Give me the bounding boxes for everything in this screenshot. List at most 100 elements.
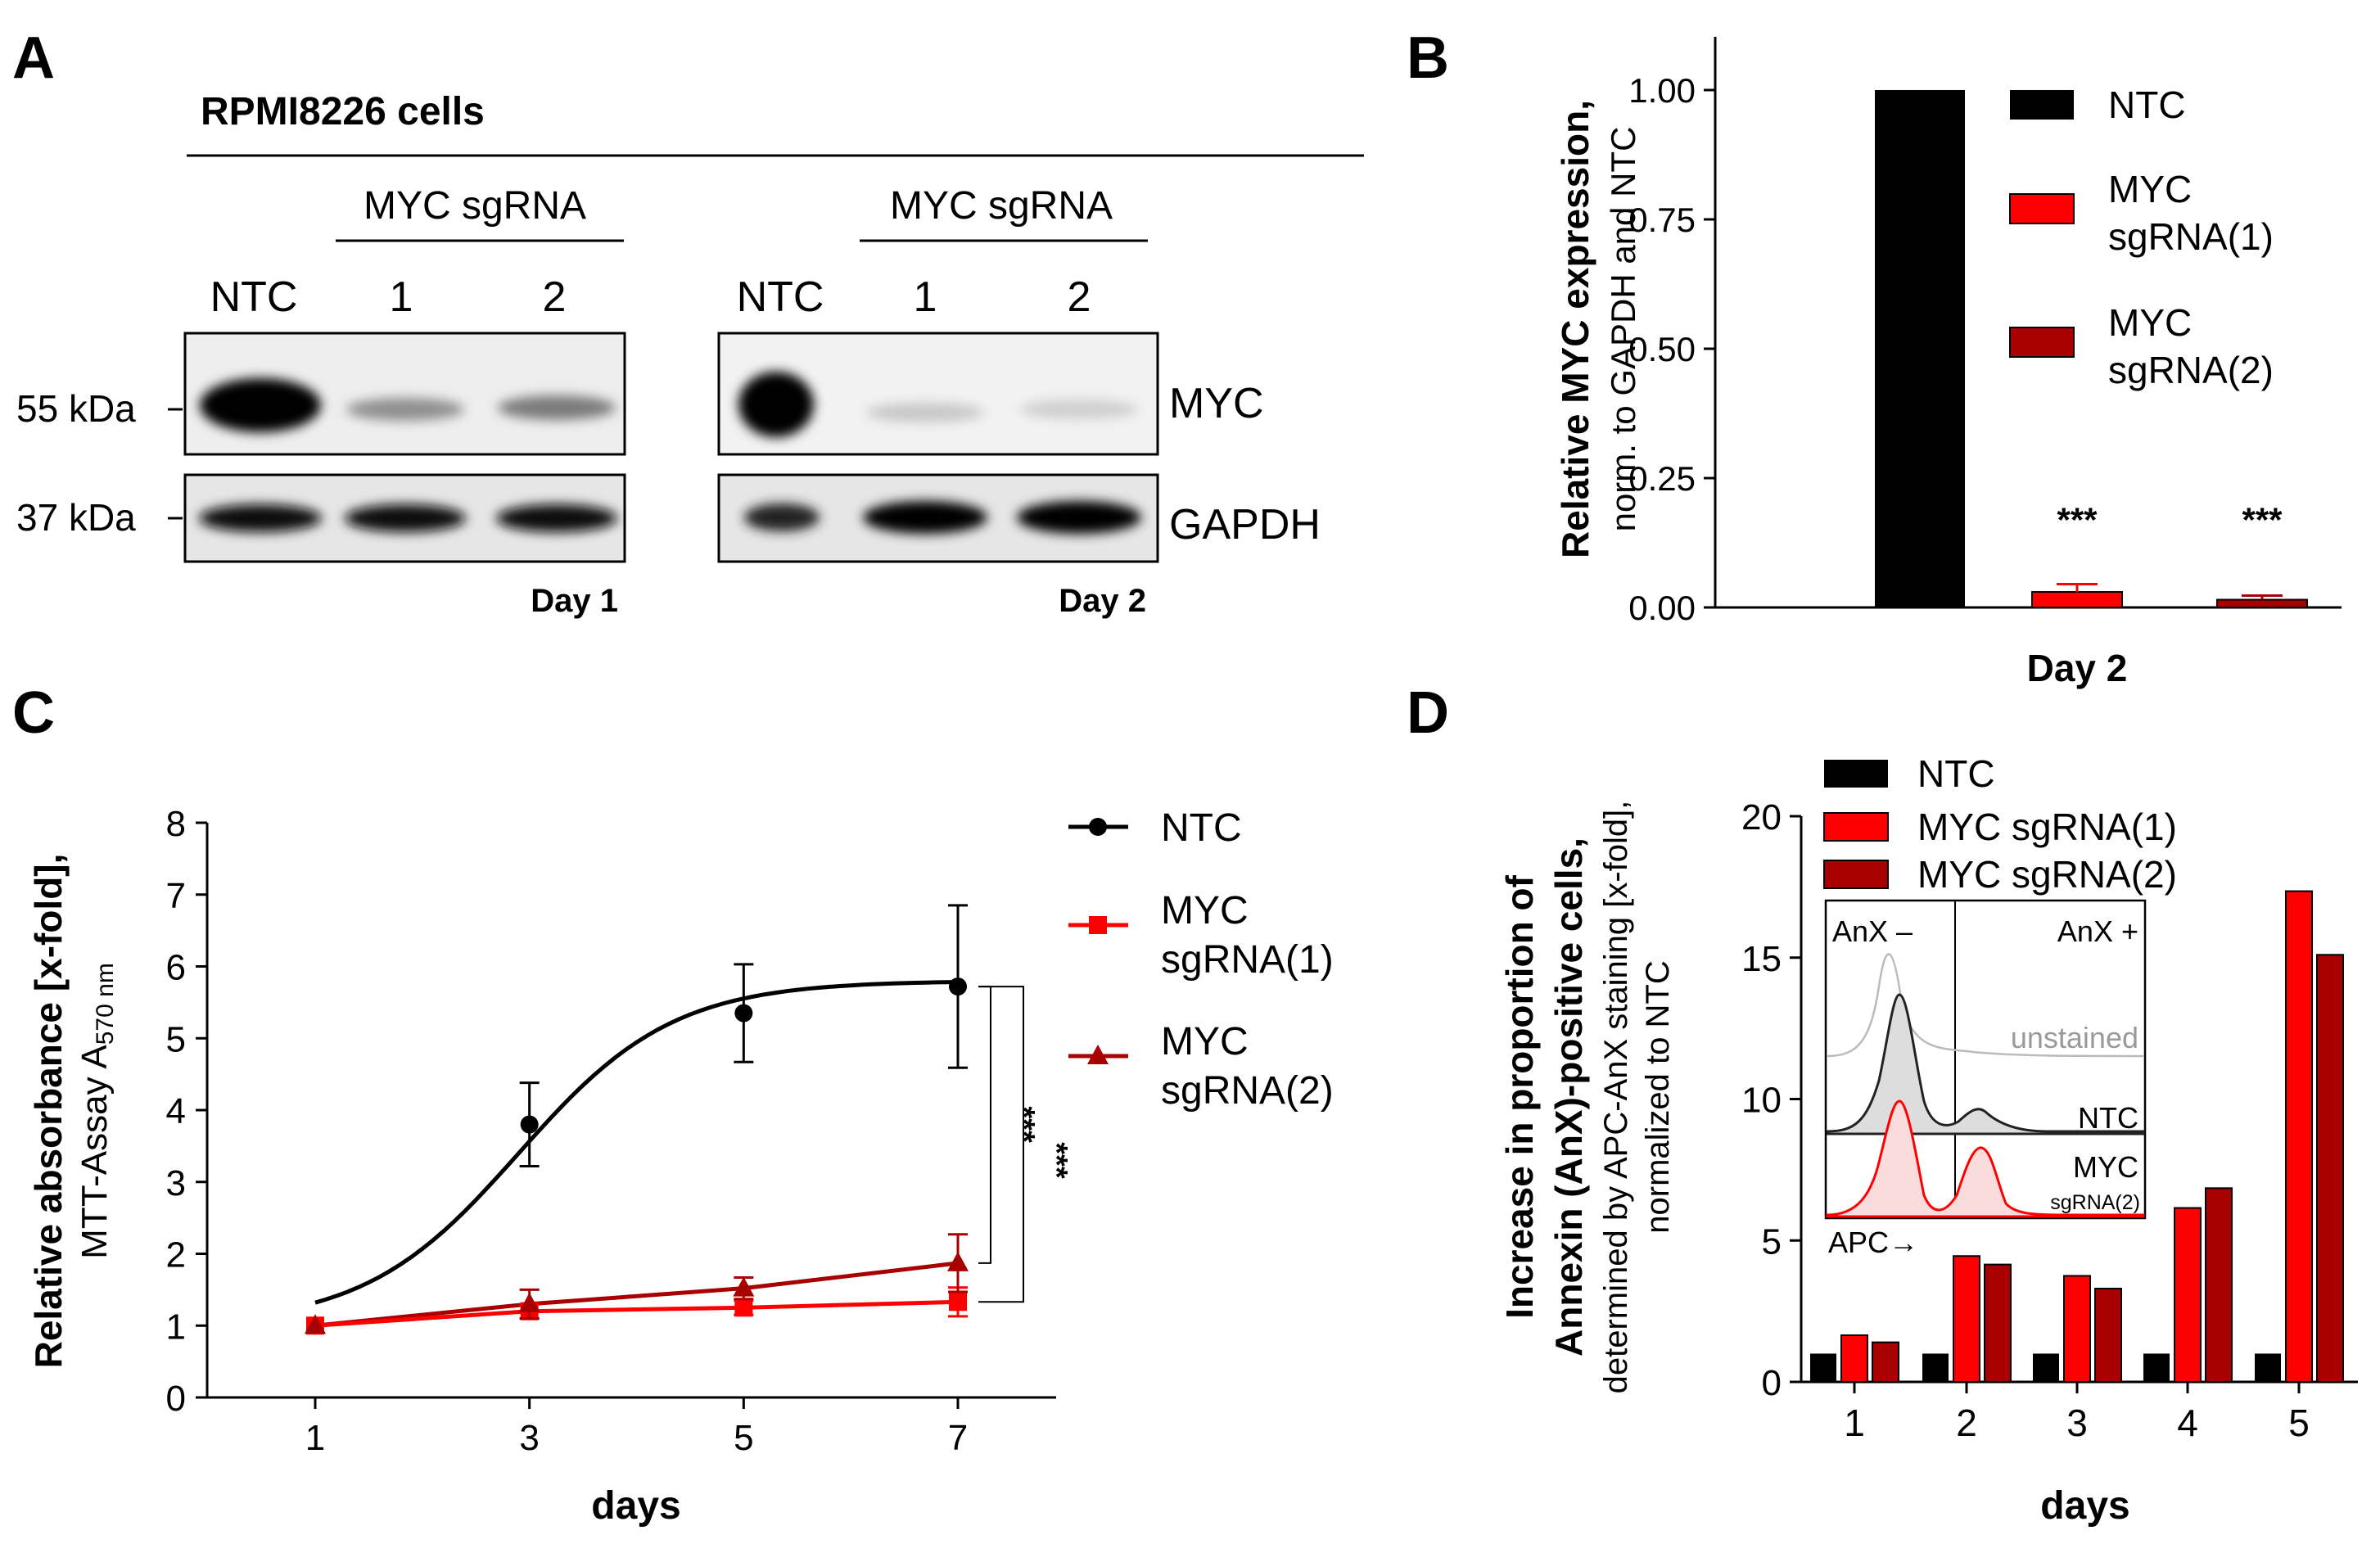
inset-label-sgrna2: sgRNA(2) xyxy=(2050,1191,2140,1214)
panel-b-bar-3 xyxy=(2216,598,2308,609)
panel-c-point-ntc xyxy=(734,1004,753,1023)
panel-b-legend-swatch-2 xyxy=(2009,193,2075,224)
panel-b-bars: *** *** xyxy=(1875,90,2308,609)
panel-d-legend-swatch-3 xyxy=(1823,860,1889,889)
protein-label-gapdh: GAPDH xyxy=(1169,501,1321,549)
inset-label-apc: APC→ xyxy=(1828,1226,1918,1259)
panel-d-bar-day5-series2 xyxy=(2285,890,2313,1383)
band-gapdh-sg1-day1 xyxy=(345,504,466,532)
panel-d-letter: D xyxy=(1407,680,1449,746)
panel-b-ylabel-2: norm. to GAPDH and NTC xyxy=(1604,127,1642,532)
marker-37kda: 37 kDa xyxy=(16,496,136,539)
panel-c-point-sgrna2 xyxy=(733,1276,755,1297)
panel-d-bar-chart: D Increase in proportion of Annexin (AnX… xyxy=(1407,680,2358,1528)
panel-c-significance-bracket-1 xyxy=(978,986,991,1264)
panel-b-legend-label: MYC xyxy=(2108,301,2192,344)
panel-d-y-tick-label: 0 xyxy=(1762,1363,1782,1403)
panel-d-bar-day1-series3 xyxy=(1872,1341,1899,1384)
panel-c-y-tick-label: 4 xyxy=(166,1091,186,1131)
panel-c-legend-label: MYC xyxy=(1161,1020,1249,1063)
panel-d-bar-day3-series2 xyxy=(2063,1275,2091,1383)
panel-c-legend-marker xyxy=(1089,916,1107,934)
panel-d-y-tick-label: 15 xyxy=(1741,939,1782,979)
day1-group-label: MYC sgRNA xyxy=(364,184,586,228)
histogram-myc-sgrna2 xyxy=(1826,1099,2145,1218)
panel-d-bar-day5-series3 xyxy=(2316,954,2344,1384)
band-gapdh-ntc-day1 xyxy=(199,504,322,532)
flow-histogram-inset: AnX – AnX + unstained NTC MYC sgRNA(2) A… xyxy=(1824,899,2147,1259)
panel-c-legend-marker xyxy=(1087,1045,1109,1064)
blot-myc-day1 xyxy=(183,332,626,456)
panel-d-bar-day2-series3 xyxy=(1984,1263,2012,1384)
panel-b-axes: 0.00 0.25 0.50 0.75 1.00 xyxy=(1628,37,2342,627)
panel-d-ylabel-4: normalized to NTC xyxy=(1640,960,1676,1233)
panel-b-bar-2 xyxy=(2031,591,2123,608)
protein-label-myc: MYC xyxy=(1169,380,1264,427)
band-gapdh-sg2-day2 xyxy=(1017,501,1141,534)
band-myc-sg2-day2 xyxy=(1020,400,1138,419)
blot-myc-day2 xyxy=(717,332,1159,456)
panel-d-legend-swatch-1 xyxy=(1824,760,1888,788)
lane-label-ntc-day2: NTC xyxy=(737,273,824,321)
inset-label-unstained: unstained xyxy=(2011,1021,2138,1054)
blot-gapdh-day2 xyxy=(717,473,1159,563)
panel-d-bars xyxy=(1810,890,2344,1384)
panel-c-y-tick-label: 2 xyxy=(166,1235,186,1275)
panel-c-ylabel-2-sub: 570 nm xyxy=(92,963,119,1045)
band-myc-sg1-day2 xyxy=(866,403,984,422)
panel-d-bar-day5-series1 xyxy=(2255,1353,2281,1382)
marker-55kda: 55 kDa xyxy=(16,387,136,430)
blot-gapdh-day1 xyxy=(183,473,626,563)
panel-c-line-chart: C Relative absorbance [x-fold], MTT-Assa… xyxy=(12,680,1334,1528)
panel-d-axes: 0 5 10 15 20 1 2 3 4 5 xyxy=(1741,797,2358,1444)
lane-label-1-day2: 1 xyxy=(914,273,937,321)
band-myc-ntc-day1 xyxy=(200,378,321,432)
panel-b-y-tick-label: 1.00 xyxy=(1628,71,1696,110)
panel-d-bar-day3-series1 xyxy=(2033,1353,2059,1382)
panel-b-y-tick-label: 0.25 xyxy=(1628,459,1696,498)
panel-d-x-tick-label: 1 xyxy=(1844,1402,1865,1444)
panel-c-y-tick-label: 6 xyxy=(166,948,186,988)
panel-a-letter: A xyxy=(12,25,55,91)
panel-d-bar-day2-series1 xyxy=(1922,1353,1949,1382)
panel-c-legend-label-2: sgRNA(1) xyxy=(1161,938,1334,982)
panel-d-bar-day3-series3 xyxy=(2094,1287,2122,1383)
panel-c-y-tick-label: 3 xyxy=(166,1163,186,1203)
panel-d-y-tick-label: 5 xyxy=(1762,1221,1782,1262)
panel-c-x-tick-label: 5 xyxy=(734,1418,753,1458)
panel-b-legend-swatch-3 xyxy=(2009,327,2075,358)
panel-c-significance-1: *** xyxy=(1006,1106,1041,1143)
panel-c-significance-2: *** xyxy=(1039,1142,1073,1179)
panel-b-bar-1 xyxy=(1875,90,1965,607)
panel-d-legend-label-3: MYC sgRNA(2) xyxy=(1917,853,2177,896)
inset-label-anx-pos: AnX + xyxy=(2057,914,2138,948)
panel-d-xlabel: days xyxy=(2040,1484,2129,1528)
band-myc-sg1-day1 xyxy=(346,398,464,421)
panel-c-ylabel-2-main: MTT-Assay A xyxy=(75,1045,115,1259)
panel-b-legend: NTC MYC sgRNA(1) MYC sgRNA(2) xyxy=(2009,84,2274,391)
panel-d-bar-day1-series1 xyxy=(1810,1353,1836,1382)
panel-c-xlabel: days xyxy=(591,1484,680,1528)
panel-c-y-tick-label: 8 xyxy=(166,804,186,844)
inset-label-ntc: NTC xyxy=(2078,1101,2138,1135)
panel-b-significance: *** xyxy=(2057,500,2098,539)
panel-c-point-sgrna1 xyxy=(734,1298,753,1317)
panel-d-legend-label-1: NTC xyxy=(1917,752,1995,795)
panel-b-letter: B xyxy=(1407,25,1449,91)
panel-c-point-ntc xyxy=(520,1115,539,1134)
panel-b-legend-label-2: sgRNA(2) xyxy=(2108,349,2274,391)
band-myc-ntc-day2 xyxy=(738,372,814,437)
inset-label-anx-neg: AnX – xyxy=(1832,914,1913,948)
panel-c-y-tick-label: 1 xyxy=(166,1307,186,1347)
panel-b-legend-label-2: sgRNA(1) xyxy=(2108,215,2274,258)
panel-c-series-sgrna1-line xyxy=(314,1299,959,1328)
panel-d-bar-day2-series2 xyxy=(1953,1255,1980,1383)
panel-d-y-tick-label: 10 xyxy=(1741,1081,1782,1121)
panel-b-ylabel-1: Relative MYC expression, xyxy=(1554,100,1596,558)
panel-b-legend-label: NTC xyxy=(2108,84,2186,126)
panel-c-y-tick-label: 0 xyxy=(166,1379,186,1419)
panel-c-legend-label: NTC xyxy=(1161,806,1242,850)
panel-b-y-tick-label: 0.50 xyxy=(1628,330,1696,368)
band-gapdh-ntc-day2 xyxy=(744,503,820,531)
band-gapdh-sg2-day1 xyxy=(496,504,617,532)
